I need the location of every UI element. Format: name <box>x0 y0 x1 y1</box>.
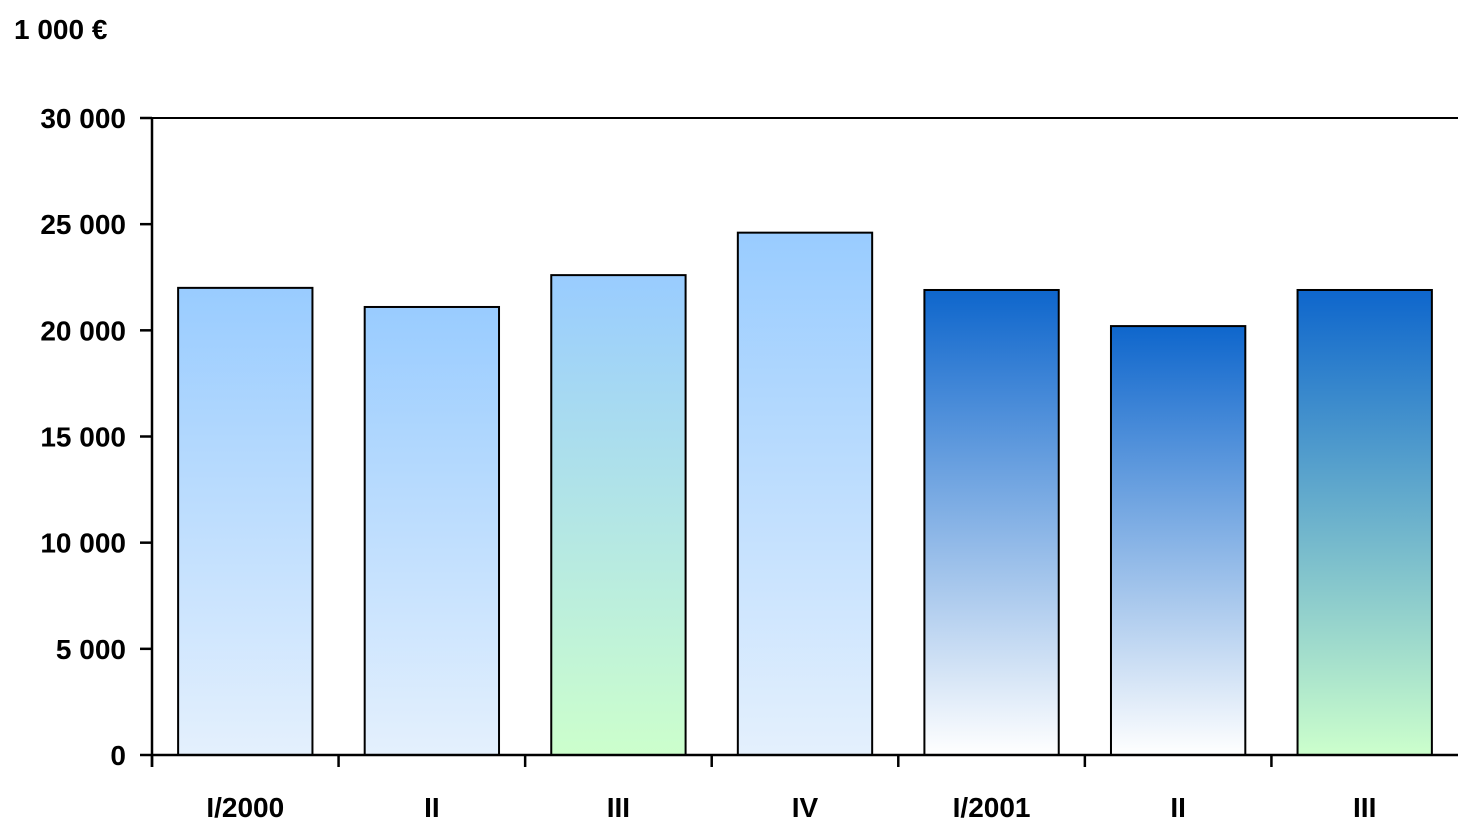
x-tick-label: I/2001 <box>953 792 1031 823</box>
x-tick-label: II <box>424 792 440 823</box>
bar-7 <box>1296 288 1433 756</box>
y-tick-label: 20 000 <box>40 315 126 346</box>
x-tick-label: III <box>607 792 630 823</box>
unit-label: 1 000 € <box>14 14 108 45</box>
y-tick-label: 10 000 <box>40 528 126 559</box>
bar-5 <box>923 288 1060 756</box>
axes-layer <box>140 116 1458 767</box>
bars-layer <box>177 231 1433 757</box>
x-tick-label: III <box>1353 792 1376 823</box>
labels-layer: 0 5 000 10 000 15 000 20 000 25 000 30 000 I/20… <box>40 103 1376 823</box>
bar-1 <box>177 286 314 756</box>
x-tick-label: I/2000 <box>206 792 284 823</box>
y-tick-label: 30 000 <box>40 103 126 134</box>
bar-4 <box>736 231 874 757</box>
y-tick-label: 5 000 <box>56 634 126 665</box>
x-tick-label: IV <box>792 792 819 823</box>
y-tick-label: 25 000 <box>40 209 126 240</box>
bar-3 <box>550 274 687 756</box>
bar-2 <box>363 305 501 756</box>
y-tick-label: 15 000 <box>40 422 126 453</box>
y-tick-label: 0 <box>110 740 126 771</box>
x-tick-label: II <box>1170 792 1186 823</box>
bar-6 <box>1109 325 1247 756</box>
